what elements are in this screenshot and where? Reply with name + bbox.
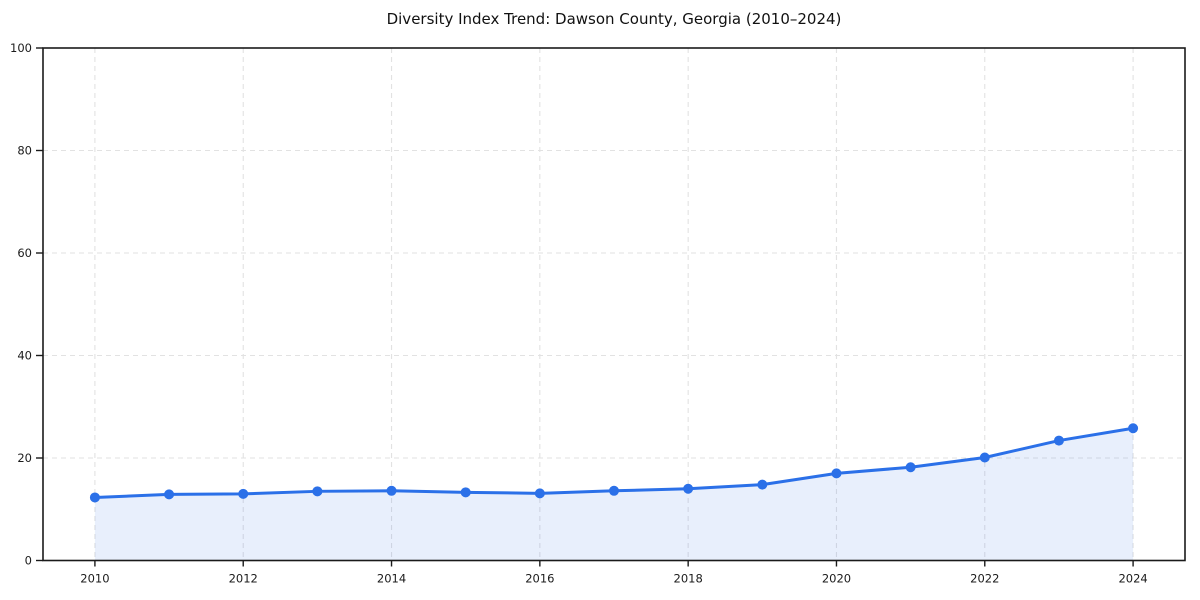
y-tick-label: 40 [17,349,32,363]
x-tick-label: 2018 [674,572,703,586]
data-point [905,462,916,473]
y-tick-label: 60 [17,246,32,260]
y-tick-label: 20 [17,451,32,465]
data-point [534,488,545,499]
data-point [89,492,100,503]
data-point [460,487,471,498]
data-point [831,468,842,479]
data-point [1053,435,1064,446]
data-point [757,479,768,490]
data-point [164,489,175,500]
data-point [386,485,397,496]
plot-border [42,47,1186,562]
y-tick-label: 100 [10,41,32,55]
y-axis: 0 20 40 60 80 100 [10,41,43,568]
data-point [238,488,249,499]
x-tick-label: 2016 [525,572,554,586]
data-point [979,452,990,463]
data-point [683,483,694,494]
data-points [89,423,1139,503]
x-tick-label: 2010 [80,572,109,586]
data-point [1128,423,1139,434]
x-tick-label: 2012 [229,572,258,586]
x-tick-label: 2020 [822,572,851,586]
data-point [609,485,619,496]
x-tick-label: 2014 [377,572,406,586]
data-point [312,486,323,497]
x-axis: 2010 2012 2014 2016 2018 2020 2022 2024 [80,560,1148,586]
chart-title: Diversity Index Trend: Dawson County, Ge… [386,10,842,28]
y-tick-label: 0 [25,554,32,568]
x-tick-label: 2022 [970,572,999,586]
y-tick-label: 80 [17,144,32,158]
x-tick-label: 2024 [1118,572,1147,586]
